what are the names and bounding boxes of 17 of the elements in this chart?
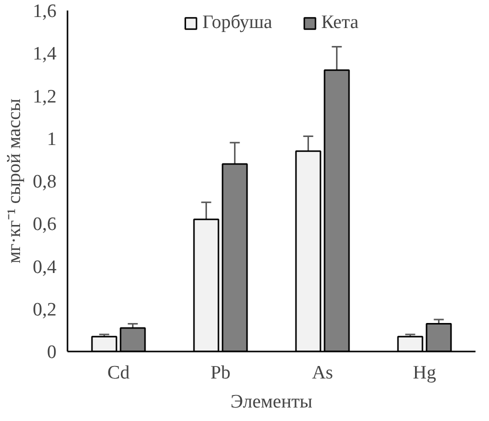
y-tick-label: 0,8 [32, 172, 56, 192]
x-axis-title: Элементы [230, 392, 313, 412]
legend-label: Кета [321, 12, 359, 34]
y-tick-label: 1,6 [32, 1, 56, 22]
y-tick-label: 1 [47, 128, 56, 150]
x-tick-label: As [312, 362, 334, 384]
y-axis-title: мг·кг⁻¹ сырой массы [4, 98, 25, 264]
y-tick-label: 1,2 [32, 86, 56, 108]
x-tick-label: Cd [107, 362, 130, 384]
y-tick-label: 0,2 [32, 299, 56, 320]
x-tick-label: Pb [210, 362, 231, 384]
y-tick-label: 0,4 [32, 256, 57, 278]
x-tick-label: Hg [412, 362, 437, 384]
y-tick-label: 0 [47, 342, 56, 363]
y-tick-label: 1,4 [32, 44, 57, 65]
legend-label: Горбуша [202, 12, 272, 34]
y-tick-label: 0,6 [32, 214, 56, 236]
